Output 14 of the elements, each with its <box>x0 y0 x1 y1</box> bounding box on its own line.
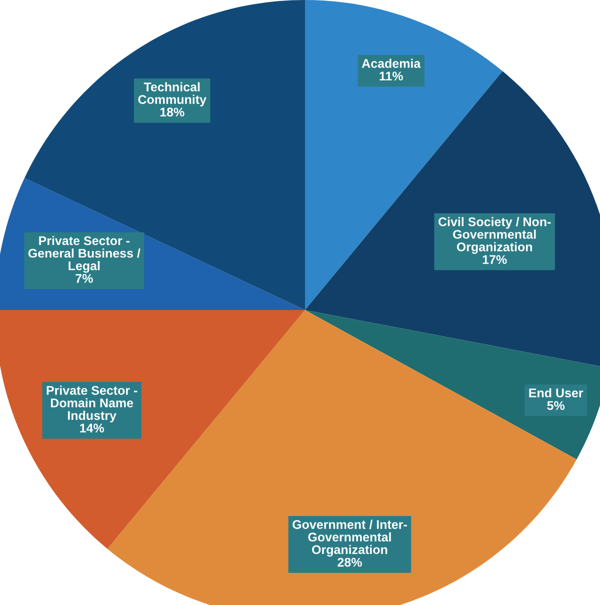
slice-label: Private Sector - General Business / Legal <box>28 236 140 273</box>
slice-label: Academia <box>362 58 421 68</box>
data-label: 28% <box>338 558 362 567</box>
data-label: 14% <box>80 424 104 432</box>
data-label: 18% <box>160 108 184 117</box>
slice-label: Civil Society / Non- Governmental Organization <box>438 217 551 254</box>
data-label: 11% <box>380 72 403 80</box>
data-label: 17% <box>482 255 507 264</box>
slice-label: End User <box>529 388 584 398</box>
slice-label: Technical Community <box>138 82 206 106</box>
data-label: 7% <box>76 274 93 283</box>
slice-label: Government / Inter- Governmental Organization <box>292 520 407 557</box>
data-label: 5% <box>547 401 565 410</box>
slice-label: Private Sector - Domain Name Industry <box>46 386 138 422</box>
